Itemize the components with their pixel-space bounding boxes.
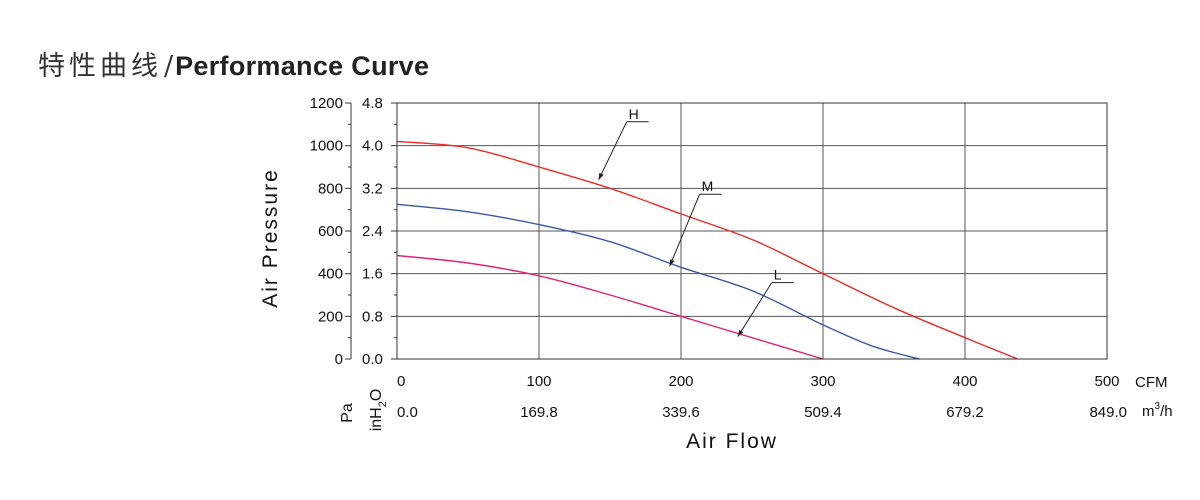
y-tick-label-pa: 600 xyxy=(318,223,343,240)
y-tick-label-pa: 800 xyxy=(318,180,343,197)
y-unit-inh2o-sub: 2 xyxy=(377,401,389,407)
y-tick-label-pa: 1000 xyxy=(310,138,343,155)
title-english: Performance Curve xyxy=(175,51,430,81)
x-tick-label-m3h: 679.2 xyxy=(946,404,984,421)
x-tick-label-cfm: 0 xyxy=(397,373,405,390)
y-axis-title: Air Pressure xyxy=(259,168,282,308)
annotation-leader-line xyxy=(598,121,628,181)
y-tick-label-pa: 1200 xyxy=(310,95,343,112)
curve-series xyxy=(396,140,1018,360)
x-unit-m3h: m3/h xyxy=(1142,401,1173,420)
x-tick-label-cfm: 200 xyxy=(668,373,693,390)
annotation-label-m: M xyxy=(702,178,714,194)
x-unit-m3h-tail: /h xyxy=(1160,403,1173,420)
x-tick-label-m3h: 0.0 xyxy=(397,404,418,421)
plot-frame xyxy=(396,102,1108,360)
x-tick-label-m3h: 509.4 xyxy=(804,404,842,421)
y-tick-label-inh2o: 4.0 xyxy=(362,138,383,155)
curve-l xyxy=(396,254,824,360)
x-tick-label-cfm: 100 xyxy=(526,373,551,390)
annotation-arrowhead xyxy=(669,259,675,267)
y-unit-pa: Pa xyxy=(339,403,356,423)
x-unit-m3h-sup: 3 xyxy=(1155,401,1161,412)
x-tick-label-m3h: 169.8 xyxy=(520,404,558,421)
x-unit-m3h-base: m xyxy=(1142,403,1155,420)
title-separator: / xyxy=(164,51,174,82)
x-tick-label-cfm: 300 xyxy=(810,373,835,390)
curve-h xyxy=(396,140,1018,360)
y-unit-inh2o-tail: O xyxy=(368,389,385,401)
y-tick-label-inh2o: 0.0 xyxy=(362,351,383,368)
annotation-arrowhead xyxy=(598,172,604,180)
annotation-label-l: L xyxy=(774,267,782,283)
y-tick-label-inh2o: 1.6 xyxy=(362,266,383,283)
annotation-leader-line xyxy=(669,194,701,267)
title-chinese: 特性曲线 xyxy=(38,51,162,82)
y-tick-label-inh2o: 3.2 xyxy=(362,180,383,197)
y-tick-label-inh2o: 2.4 xyxy=(362,223,383,240)
y-tick-label-pa: 0 xyxy=(335,351,343,368)
x-tick-label-m3h: 849.0 xyxy=(1089,404,1127,421)
annotation-label-h: H xyxy=(629,106,639,122)
x-tick-label-cfm: 400 xyxy=(952,373,977,390)
y-tick-label-pa: 200 xyxy=(318,308,343,325)
curve-m xyxy=(396,203,920,360)
y-unit-inh2o-base: inH xyxy=(368,407,385,431)
y-tick-label-inh2o: 4.8 xyxy=(362,95,383,112)
x-axis-title: Air Flow xyxy=(686,430,778,453)
y-unit-inh2o: inH2O xyxy=(368,389,389,432)
curve-annotations: H M L xyxy=(598,106,794,337)
y-tick-label-inh2o: 0.8 xyxy=(362,308,383,325)
page-title: 特性曲线/Performance Curve xyxy=(38,44,429,83)
annotation-arrowhead xyxy=(737,329,744,337)
x-unit-cfm: CFM xyxy=(1135,374,1168,391)
y-tick-label-pa: 400 xyxy=(318,266,343,283)
x-tick-label-m3h: 339.6 xyxy=(662,404,700,421)
annotation-leader-line xyxy=(737,282,773,337)
x-tick-label-cfm: 500 xyxy=(1094,373,1119,390)
